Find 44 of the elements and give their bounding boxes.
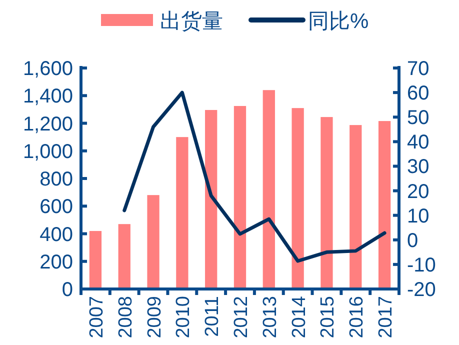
y-tick-label: 400	[40, 224, 73, 246]
x-tick-label: 2015	[318, 296, 339, 338]
y2-tick-label: 20	[407, 180, 430, 203]
bar	[205, 110, 218, 289]
y2-tick-label: 0	[407, 230, 418, 252]
y2-tick-label: 50	[407, 107, 430, 130]
y-tick-label: 1,400	[22, 86, 73, 108]
y2-tick-label: -20	[407, 279, 436, 301]
x-tick-label: 2013	[260, 296, 281, 338]
bar	[320, 117, 333, 289]
bar	[234, 106, 246, 289]
x-tick-label: 2011	[202, 296, 224, 337]
x-tick-label: 2009	[144, 296, 166, 338]
bar	[262, 90, 275, 289]
y-tick-label: 1,200	[22, 113, 73, 136]
y2-tick-label: 60	[407, 82, 430, 105]
x-tick-label: 2016	[346, 296, 368, 338]
y-tick-label: 600	[40, 196, 73, 218]
bar	[292, 108, 304, 289]
x-tick-label: 2012	[231, 296, 252, 338]
legend-label: 同比%	[308, 10, 369, 33]
y-tick-label: 0	[62, 279, 73, 301]
y-tick-label: 200	[40, 251, 73, 274]
y-tick-label: 1,000	[22, 140, 73, 163]
y2-tick-label: 40	[407, 132, 430, 154]
bar	[118, 224, 130, 289]
y2-tick-label: 70	[407, 58, 430, 80]
bar	[176, 137, 188, 289]
bar	[89, 230, 102, 289]
y-tick-label: 800	[40, 168, 73, 190]
x-tick-label: 2008	[115, 296, 136, 338]
x-tick-label: 2014	[288, 296, 310, 338]
y2-tick-label: 30	[407, 156, 430, 178]
x-tick-label: 2007	[86, 296, 108, 338]
y2-tick-label: 10	[407, 205, 430, 228]
bar	[378, 121, 391, 289]
x-tick-label: 2017	[376, 296, 397, 338]
legend-label: 出货量	[160, 10, 223, 33]
bar	[350, 125, 362, 289]
y2-tick-label: -10	[407, 254, 436, 276]
line-series	[122, 90, 386, 263]
bar	[147, 195, 160, 289]
y-tick-label: 1,600	[22, 58, 73, 80]
x-tick-label: 2010	[173, 296, 194, 338]
